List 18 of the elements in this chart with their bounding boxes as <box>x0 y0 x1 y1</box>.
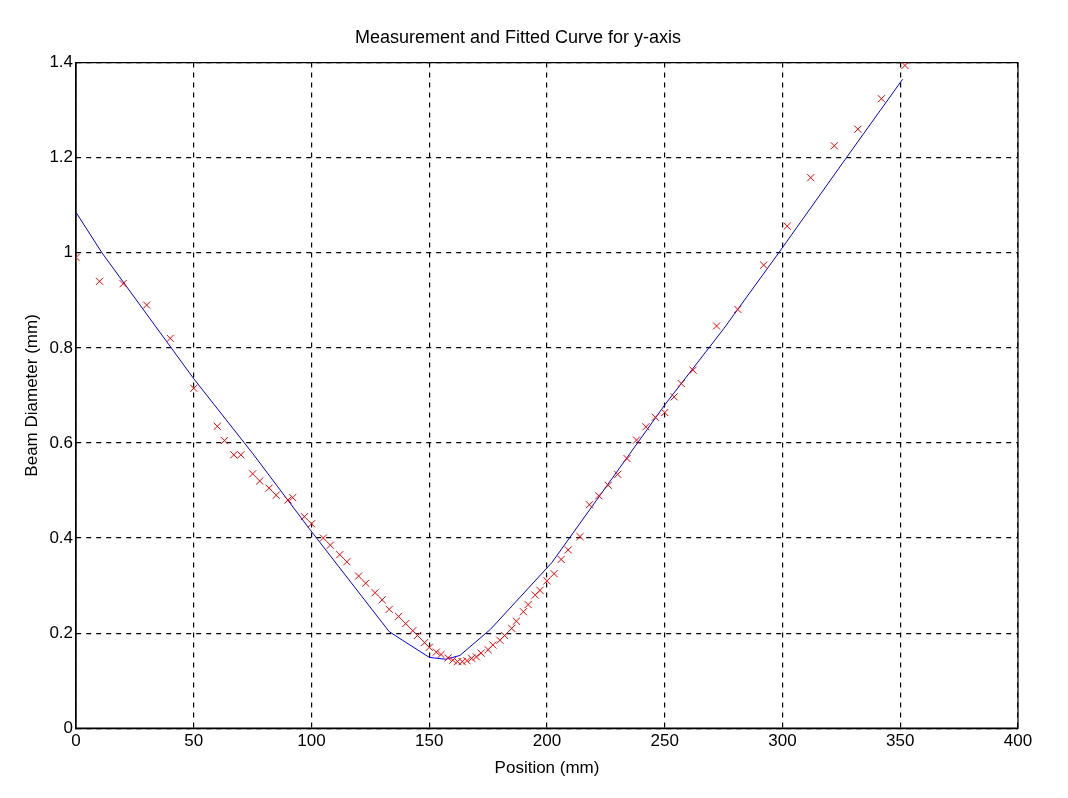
y-tick-label: 0.8 <box>49 337 74 357</box>
y-tick-label: 0.4 <box>49 527 74 547</box>
x-axis-title: Position (mm) <box>494 758 600 778</box>
x-tick-label: 250 <box>650 731 679 751</box>
y-axis-title: Beam Diameter (mm) <box>21 314 41 477</box>
chart-title: Measurement and Fitted Curve for y-axis <box>354 26 682 47</box>
x-tick-label: 400 <box>1003 731 1033 751</box>
x-tick-label: 100 <box>297 731 326 751</box>
y-tick-label: 1.2 <box>49 147 74 167</box>
y-tick-label: 1 <box>63 242 74 262</box>
x-tick-label: 300 <box>768 731 797 751</box>
y-tick-label: 0.6 <box>49 432 74 452</box>
y-tick-label: 0.2 <box>49 622 74 642</box>
x-tick-label: 150 <box>415 731 444 751</box>
x-tick-label: 200 <box>532 731 562 751</box>
x-tick-label: 350 <box>886 731 915 751</box>
x-tick-label: 50 <box>184 731 204 751</box>
y-tick-label: 1.4 <box>49 52 74 72</box>
